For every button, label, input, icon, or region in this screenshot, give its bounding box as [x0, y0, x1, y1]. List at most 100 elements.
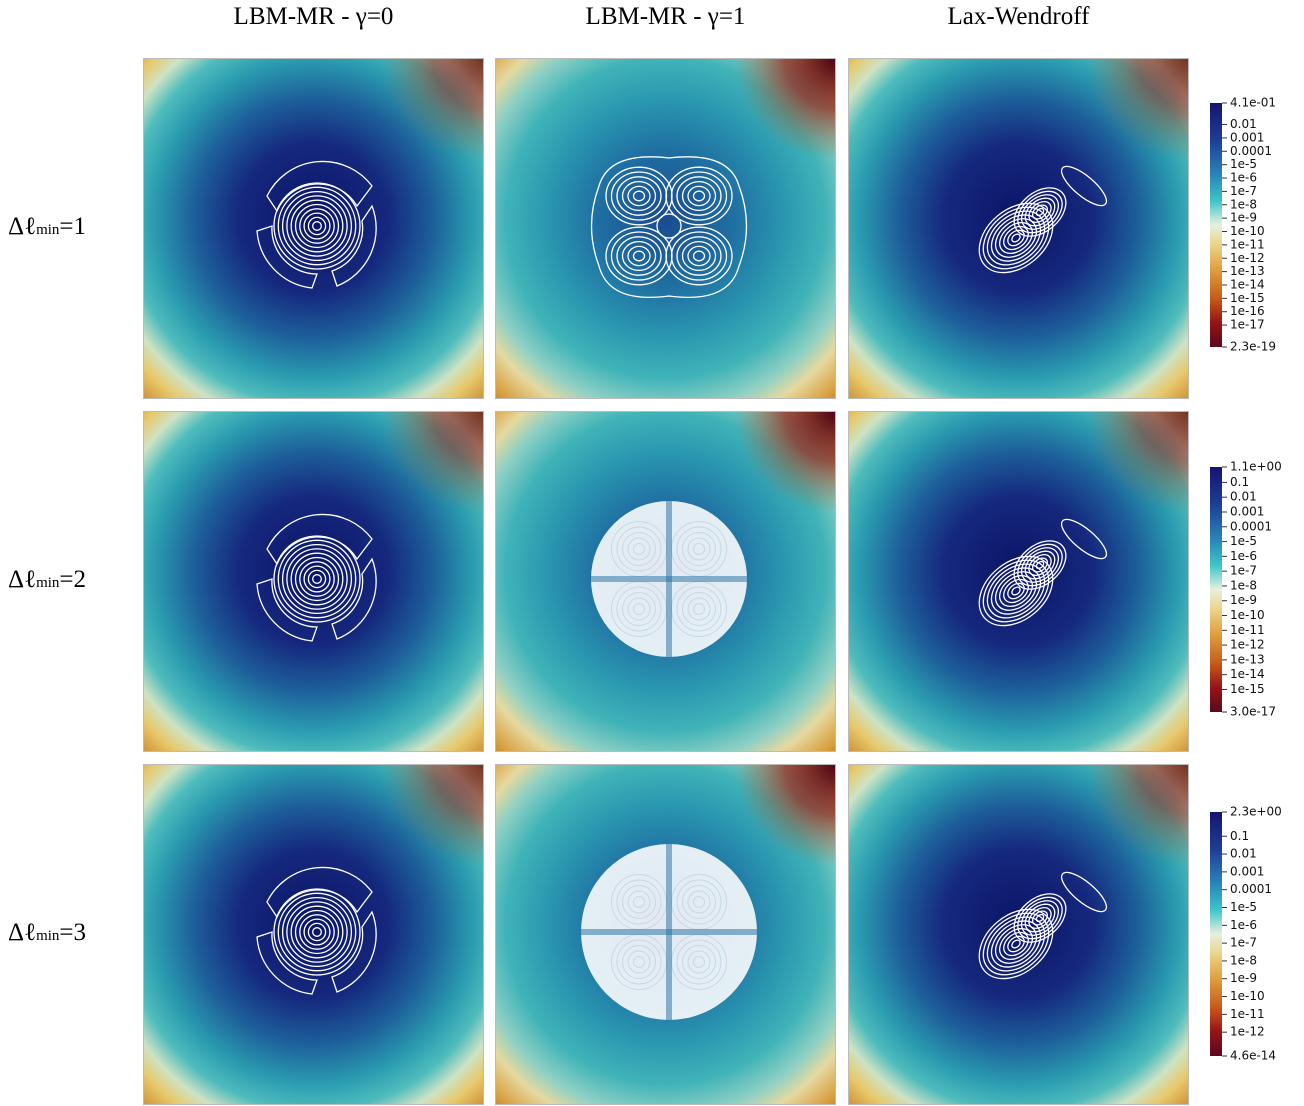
colorbar-label: 0.01 [1230, 490, 1257, 504]
contour [627, 245, 651, 267]
contour [693, 603, 705, 615]
contour [682, 532, 716, 566]
panel-border [848, 411, 1189, 752]
contour [656, 213, 682, 239]
contour [687, 245, 711, 267]
colorbar-label: 0.001 [1230, 864, 1264, 878]
contour [1011, 586, 1021, 596]
contour [999, 574, 1033, 608]
contour [256, 225, 318, 289]
contour [266, 513, 373, 566]
row-label-sub: min [36, 575, 60, 591]
panel [143, 764, 484, 1105]
panel [848, 411, 1189, 752]
row-label-symbol: Δℓ [8, 213, 36, 240]
colorbar-label: 1e-9 [1230, 211, 1257, 225]
contour [1013, 540, 1067, 590]
contour [273, 182, 361, 270]
panel [143, 411, 484, 752]
contour [670, 231, 728, 281]
colorbar-label: 1e-11 [1230, 1007, 1265, 1021]
contour [1028, 201, 1052, 223]
colorbar-label: 0.001 [1230, 504, 1264, 518]
colorbar-label: 1e-12 [1230, 638, 1265, 652]
panel-border [495, 411, 836, 752]
colorbar-label: 2.3e-19 [1230, 340, 1276, 354]
contour [1013, 187, 1067, 237]
contour [621, 240, 657, 272]
contour [999, 221, 1033, 255]
contour [307, 569, 327, 589]
row-label-sub: min [36, 222, 60, 238]
colorbar-label: 1e-16 [1230, 304, 1265, 318]
contour [616, 176, 662, 216]
colorbar-label: 1e-11 [1230, 237, 1265, 251]
contour [676, 236, 722, 276]
contour [294, 203, 340, 249]
contour [633, 956, 645, 968]
colorbar-label: 4.6e-14 [1230, 1049, 1276, 1063]
contour [622, 945, 656, 979]
contour [590, 156, 748, 299]
contour [682, 885, 716, 919]
row-label-symbol: Δℓ [8, 566, 36, 593]
contour [994, 571, 1038, 611]
contour [1031, 557, 1049, 573]
contour [281, 896, 353, 968]
panel-corner [848, 58, 1189, 399]
contour [670, 171, 728, 221]
colorbar-label: 1e-9 [1230, 971, 1257, 985]
blob-gap [666, 501, 672, 657]
contour [982, 206, 1050, 270]
panel-border [143, 411, 484, 752]
colorbar-label: 0.0001 [1230, 519, 1272, 533]
contour [622, 885, 656, 919]
contour [665, 166, 733, 226]
panel-border [848, 764, 1189, 1105]
contour [277, 539, 357, 619]
contour [616, 526, 662, 572]
row-label: Δℓmin=2 [8, 566, 86, 593]
colorbar-label: 1e-14 [1230, 667, 1265, 681]
contour [1035, 560, 1045, 570]
colorbar-label: 1e-7 [1230, 936, 1257, 950]
colorbar-label: 0.1 [1230, 829, 1249, 843]
contour [331, 910, 377, 993]
column-title: LBM-MR - γ=1 [586, 3, 746, 30]
row-label: Δℓmin=1 [8, 213, 86, 240]
contour [294, 909, 340, 955]
colorbar-label: 0.1 [1230, 475, 1249, 489]
contour [633, 896, 645, 908]
colorbar-label: 4.1e-01 [1230, 96, 1276, 110]
colorbar-label: 1e-9 [1230, 593, 1257, 607]
colorbar-label: 0.01 [1230, 847, 1257, 861]
panel [495, 58, 836, 399]
colorbar-label: 1e-17 [1230, 318, 1265, 332]
contour [990, 920, 1042, 968]
panel-corner [848, 764, 1189, 1105]
contour [994, 218, 1038, 258]
contour [681, 240, 717, 272]
contour [1028, 907, 1052, 929]
contour [1007, 935, 1025, 953]
panel-corner [848, 411, 1189, 752]
contour [299, 561, 335, 597]
colorbar-label: 1e-11 [1230, 623, 1265, 637]
colorbar-label: 0.0001 [1230, 882, 1272, 896]
contour [256, 578, 318, 642]
colorbar [1210, 103, 1222, 347]
contour [682, 592, 716, 626]
colorbar-label: 1e-8 [1230, 953, 1257, 967]
contour [290, 905, 344, 959]
contour [290, 552, 344, 606]
contour [676, 526, 722, 572]
contour [1031, 204, 1049, 220]
contour [622, 532, 656, 566]
contour [303, 565, 331, 593]
contour [1017, 543, 1063, 587]
colorbar-label: 3.0e-17 [1230, 705, 1276, 719]
contour [986, 916, 1046, 972]
contour [303, 212, 331, 240]
contour [693, 543, 705, 555]
